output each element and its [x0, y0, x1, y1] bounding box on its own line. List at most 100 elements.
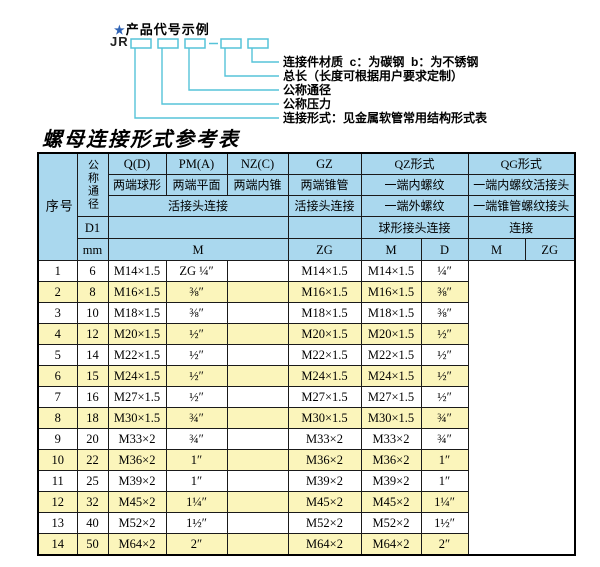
header-cell-unit-qg-m: M [467, 238, 526, 261]
leader-lines [134, 48, 279, 119]
cell-qz-d: M45×2 [287, 491, 362, 513]
header-cell-union-joint-gz: 活接头连接 [287, 195, 362, 217]
code-box-4 [220, 38, 242, 49]
cell-qz-d: M30×1.5 [287, 407, 362, 429]
header-cell-unit-qg-zg: ZG [524, 238, 576, 261]
header-row-units: mm M ZG M D M ZG [38, 238, 576, 261]
cell-qg-m: M16×1.5 [360, 281, 422, 303]
cell-union-m: M33×2 [107, 428, 167, 450]
cell-serial: 13 [37, 512, 78, 534]
leader-line-3 [188, 48, 279, 91]
header-cell-external-thread: 一端外螺纹 [360, 195, 469, 217]
cell-qg-zg: ½″ [420, 365, 469, 387]
cell-serial: 1 [37, 260, 78, 282]
cell-qz-d: M27×1.5 [287, 386, 362, 408]
cell-qz-m [226, 533, 289, 556]
diameter-vertical-label: 公称通径 [86, 158, 99, 211]
cell-union-m: M36×2 [107, 449, 167, 471]
cell-qz-m [226, 470, 289, 492]
cell-qg-zg: ¾″ [420, 428, 469, 450]
header-cell-taper-thread-joint: 一端锥管螺纹接头 [467, 195, 576, 217]
cell-qz-m [226, 386, 289, 408]
cell-serial: 4 [37, 323, 78, 345]
cell-diameter-mm: 12 [76, 323, 109, 345]
code-label-length: 总长（长度可根据用户要求定制） [283, 69, 464, 83]
table-row: 4 12 M20×1.5 ½″ M20×1.5 M20×1.5 ½″ [37, 323, 575, 345]
header-cell-form-qd: Q(D) [107, 152, 167, 175]
cell-qg-m: M20×1.5 [360, 323, 422, 345]
table-row: 14 50 M64×2 2″ M64×2 M64×2 2″ [37, 533, 575, 556]
table-row: 13 40 M52×2 1½″ M52×2 M52×2 1½″ [37, 512, 575, 534]
table-row: 6 15 M24×1.5 ½″ M24×1.5 M24×1.5 ½″ [37, 365, 575, 387]
table-row: 7 16 M27×1.5 ½″ M27×1.5 M27×1.5 ½″ [37, 386, 575, 408]
header-cell-form-qz: QZ形式 [360, 152, 469, 175]
table-row: 10 22 M36×2 1″ M36×2 M36×2 1″ [37, 449, 575, 471]
cell-qz-d: M22×1.5 [287, 344, 362, 366]
cell-diameter-mm: 20 [76, 428, 109, 450]
cell-qg-m: M52×2 [360, 512, 422, 534]
cell-qz-d: M52×2 [287, 512, 362, 534]
cell-diameter-mm: 50 [76, 533, 109, 556]
cell-union-m: M22×1.5 [107, 344, 167, 366]
code-label-material: 连接件材质 c：为碳钢 b：为不锈钢 [283, 55, 479, 69]
cell-serial: 14 [37, 533, 78, 556]
cell-qz-m [226, 512, 289, 534]
cell-qg-m: M27×1.5 [360, 386, 422, 408]
cell-gz-zg: ½″ [165, 365, 228, 387]
cell-qz-d: M20×1.5 [287, 323, 362, 345]
cell-diameter-mm: 18 [76, 407, 109, 429]
header-row-forms: 序号 公称通径 Q(D) PM(A) NZ(C) GZ QZ形式 QG形式 [37, 152, 576, 261]
leader-line-5 [251, 48, 279, 63]
product-code-heading-text: 产品代号示例 [125, 22, 210, 37]
table-row: 3 10 M18×1.5 ⅜″ M18×1.5 M18×1.5 ⅜″ [37, 302, 575, 324]
header-cell-desc-qz: 一端内螺纹 [360, 174, 469, 196]
cell-union-m: M18×1.5 [107, 302, 167, 324]
cell-diameter-mm: 8 [76, 281, 109, 303]
cell-qg-m: M33×2 [360, 428, 422, 450]
cell-qz-d: M16×1.5 [287, 281, 362, 303]
cell-qz-d: M33×2 [287, 428, 362, 450]
table-title: 螺母连接形式参考表 [42, 129, 240, 151]
cell-gz-zg: ⅜″ [165, 281, 228, 303]
cell-union-m: M14×1.5 [107, 260, 167, 282]
cell-qg-m: M18×1.5 [360, 302, 422, 324]
leader-line-1 [134, 48, 279, 119]
cell-qg-zg: 1″ [420, 449, 469, 471]
cell-gz-zg: 1¼″ [165, 491, 228, 513]
header-cell-form-nzc: NZ(C) [226, 152, 289, 175]
cell-qz-m [226, 302, 289, 324]
cell-qg-zg: 2″ [420, 533, 469, 556]
header-cell-ball-joint: 球形接头连接 [360, 216, 469, 239]
cell-qg-m: M14×1.5 [360, 260, 422, 282]
cell-qg-zg: ½″ [420, 386, 469, 408]
table-row: 8 18 M30×1.5 ¾″ M30×1.5 M30×1.5 ¾″ [37, 407, 575, 429]
header-cell-form-qg: QG形式 [467, 152, 576, 175]
cell-qz-d: M24×1.5 [287, 365, 362, 387]
code-boxes-and-leader-lines [130, 38, 279, 119]
cell-qg-zg: ½″ [420, 344, 469, 366]
cell-qz-m [226, 407, 289, 429]
cell-qg-zg: ½″ [420, 323, 469, 345]
code-box-3 [184, 38, 206, 49]
table-row: 5 14 M22×1.5 ½″ M22×1.5 M22×1.5 ½″ [37, 344, 575, 366]
header-cell-connection: 连接 [467, 216, 576, 239]
header-cell-d1: D1 [76, 216, 109, 239]
cell-qg-zg: ¼″ [420, 260, 469, 282]
cell-gz-zg: ⅜″ [165, 302, 228, 324]
cell-serial: 10 [37, 449, 78, 471]
cell-serial: 11 [37, 470, 78, 492]
cell-qg-zg: ⅜″ [420, 302, 469, 324]
cell-diameter-mm: 25 [76, 470, 109, 492]
header-cell-desc-qd: 两端球形 [107, 174, 167, 196]
cell-qz-d: M18×1.5 [287, 302, 362, 324]
table-row: 9 20 M33×2 ¾″ M33×2 M33×2 ¾″ [37, 428, 575, 450]
cell-qg-zg: ¾″ [420, 407, 469, 429]
cell-qg-m: M22×1.5 [360, 344, 422, 366]
header-cell-desc-gz: 两端锥管 [287, 174, 362, 196]
cell-union-m: M64×2 [107, 533, 167, 556]
cell-union-m: M39×2 [107, 470, 167, 492]
cell-union-m: M30×1.5 [107, 407, 167, 429]
code-box-5 [247, 38, 269, 49]
header-cell-unit-zg: ZG [287, 238, 362, 261]
cell-qg-zg: ⅜″ [420, 281, 469, 303]
